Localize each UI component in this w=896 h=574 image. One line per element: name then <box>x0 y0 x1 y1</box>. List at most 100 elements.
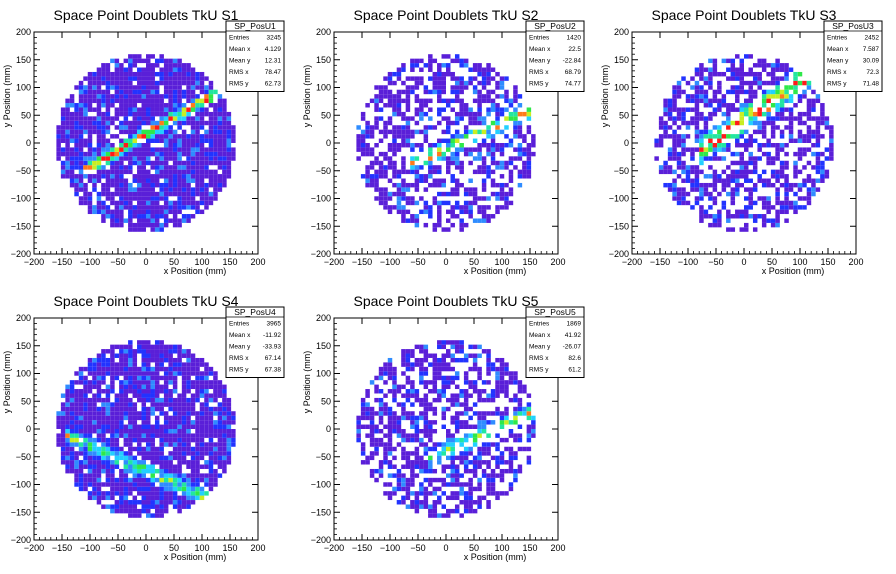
heatmap-cell <box>437 200 442 206</box>
heatmap-cell <box>83 482 88 487</box>
heatmap-cell <box>177 111 182 117</box>
heatmap-cell <box>141 415 146 421</box>
heatmap-cell <box>168 402 173 407</box>
heatmap-cell <box>132 357 138 363</box>
heatmap-cell <box>186 178 191 183</box>
heatmap-cell <box>699 89 704 95</box>
heatmap-cell <box>163 424 169 429</box>
heatmap-cell <box>423 205 429 210</box>
stats-value: 1420 <box>567 35 582 42</box>
heatmap-cell <box>454 80 460 86</box>
heatmap-cell <box>87 107 93 112</box>
heatmap-cell <box>468 120 473 126</box>
heatmap-cell <box>504 362 509 367</box>
heatmap-cell <box>459 473 464 478</box>
heatmap-cell <box>159 58 164 64</box>
heatmap-cell <box>694 80 700 86</box>
heatmap-cell <box>114 209 120 215</box>
heatmap-cell <box>150 491 155 496</box>
heatmap-cell <box>757 71 762 77</box>
heatmap-cell <box>83 415 88 421</box>
heatmap-cell <box>83 473 88 478</box>
heatmap-cell <box>468 415 473 421</box>
heatmap-cell <box>414 182 420 188</box>
heatmap-cell <box>87 174 93 179</box>
heatmap-cell <box>105 85 111 90</box>
heatmap-cell <box>172 89 178 95</box>
heatmap-cell <box>69 424 75 429</box>
heatmap-cell <box>784 63 789 68</box>
heatmap-cell <box>181 397 187 403</box>
heatmap-cell <box>486 357 491 363</box>
heatmap-cell <box>141 134 146 139</box>
heatmap-cell <box>119 473 124 478</box>
heatmap-cell <box>60 169 66 175</box>
heatmap-cell <box>712 67 718 72</box>
heatmap-cell <box>181 160 187 166</box>
heatmap-cell <box>793 85 798 90</box>
heatmap-cell <box>65 455 70 461</box>
heatmap-cell <box>378 415 384 421</box>
heatmap-cell <box>802 138 807 143</box>
y-axis-label: y Position (mm) <box>2 351 12 414</box>
heatmap-cell <box>217 402 223 407</box>
heatmap-cell <box>468 495 473 501</box>
heatmap-cell <box>213 107 218 112</box>
heatmap-cell <box>92 429 97 434</box>
heatmap-cell <box>154 125 160 130</box>
heatmap-cell <box>132 433 138 438</box>
heatmap-cell <box>490 107 496 112</box>
heatmap-cell <box>60 151 66 157</box>
heatmap-cell <box>504 380 509 385</box>
heatmap-cell <box>667 147 673 152</box>
heatmap-cell <box>676 80 682 86</box>
heatmap-cell <box>96 357 102 363</box>
heatmap-cell <box>477 429 482 434</box>
heatmap-cell <box>69 420 75 425</box>
heatmap-cell <box>128 375 133 381</box>
heatmap-cell <box>721 94 727 99</box>
heatmap-cell <box>450 222 455 228</box>
heatmap-cell <box>96 446 102 452</box>
heatmap-cell <box>199 200 205 206</box>
y-tick-label: −100 <box>11 480 31 490</box>
heatmap-cell <box>110 491 115 496</box>
heatmap-cell <box>128 191 133 197</box>
heatmap-cell <box>181 366 187 372</box>
heatmap-cell <box>105 451 111 456</box>
heatmap-cell <box>150 495 155 501</box>
heatmap-cell <box>356 424 361 429</box>
heatmap-cell <box>387 205 393 210</box>
heatmap-cell <box>186 415 191 421</box>
heatmap-cell <box>766 182 771 188</box>
heatmap-cell <box>681 138 686 143</box>
heatmap-cell <box>195 451 200 456</box>
heatmap-cell <box>401 402 406 407</box>
heatmap-cell <box>752 76 758 81</box>
heatmap-cell <box>217 94 223 99</box>
heatmap-cell <box>654 143 659 148</box>
heatmap-cell <box>213 120 218 126</box>
heatmap-cell <box>490 120 496 126</box>
heatmap-cell <box>383 393 388 398</box>
heatmap-cell <box>154 94 160 99</box>
heatmap-cell <box>172 174 178 179</box>
heatmap-cell <box>110 402 115 407</box>
heatmap-cell <box>396 433 402 438</box>
heatmap-cell <box>177 371 182 376</box>
heatmap-cell <box>101 380 106 385</box>
heatmap-cell <box>83 89 88 95</box>
heatmap-cell <box>208 182 214 188</box>
panel-title: Space Point Doublets TkU S2 <box>354 7 539 23</box>
heatmap-cell <box>226 402 232 407</box>
heatmap-cell <box>410 353 415 358</box>
heatmap-cell <box>463 375 469 381</box>
heatmap-cell <box>428 76 433 81</box>
heatmap-cell <box>770 80 776 86</box>
heatmap-cell <box>752 165 758 170</box>
heatmap-cell <box>141 165 146 170</box>
heatmap-cell <box>766 138 771 143</box>
heatmap-cell <box>472 486 478 492</box>
panel-title: Space Point Doublets TkU S5 <box>354 293 539 309</box>
heatmap-cell <box>392 125 397 130</box>
